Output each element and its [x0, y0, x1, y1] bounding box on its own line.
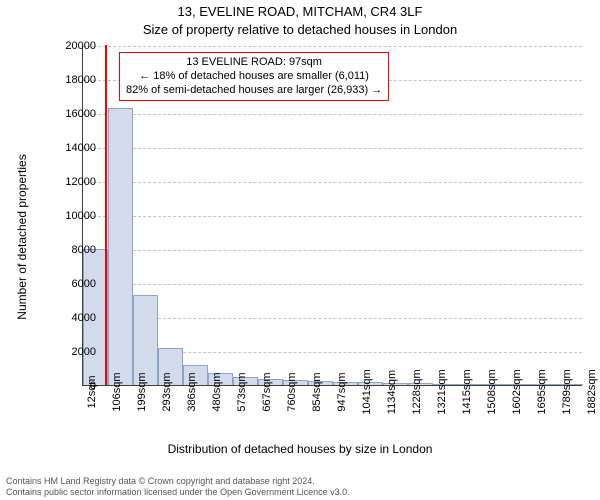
gridline	[83, 182, 582, 183]
gridline	[83, 284, 582, 285]
property-marker-line	[105, 45, 107, 385]
annotation-line2: ← 18% of detached houses are smaller (6,…	[126, 70, 382, 84]
x-axis-label: Distribution of detached houses by size …	[0, 442, 600, 456]
x-tick-label: 1321sqm	[436, 369, 448, 414]
gridline	[83, 148, 582, 149]
plot-area: 13 EVELINE ROAD: 97sqm ← 18% of detached…	[82, 46, 582, 386]
x-tick-label: 1228sqm	[411, 369, 423, 414]
x-tick-label: 1789sqm	[561, 369, 573, 414]
annotation-line1: 13 EVELINE ROAD: 97sqm	[126, 56, 382, 70]
x-tick-label: 12sqm	[86, 375, 98, 408]
gridline	[83, 114, 582, 115]
x-tick-label: 1134sqm	[386, 370, 398, 414]
gridline	[83, 46, 582, 47]
annotation-line3: 82% of semi-detached houses are larger (…	[126, 84, 382, 98]
x-tick-label: 947sqm	[336, 372, 348, 411]
y-tick-label: 20000	[36, 40, 96, 52]
y-tick-label: 14000	[36, 142, 96, 154]
x-tick-label: 1415sqm	[461, 369, 473, 414]
y-tick-label: 4000	[36, 312, 96, 324]
x-tick-label: 199sqm	[136, 372, 148, 411]
gridline	[83, 250, 582, 251]
y-tick-label: 16000	[36, 108, 96, 120]
gridline	[83, 216, 582, 217]
y-tick-label: 12000	[36, 176, 96, 188]
y-tick-label: 6000	[36, 278, 96, 290]
chart-container: 13, EVELINE ROAD, MITCHAM, CR4 3LF Size …	[0, 0, 600, 500]
x-tick-label: 1882sqm	[586, 369, 598, 414]
x-tick-label: 386sqm	[186, 372, 198, 411]
x-tick-label: 293sqm	[161, 372, 173, 411]
x-tick-label: 480sqm	[211, 372, 223, 411]
footer-line1: Contains HM Land Registry data © Crown c…	[6, 476, 350, 487]
footer-attribution: Contains HM Land Registry data © Crown c…	[6, 476, 350, 498]
chart-subtitle: Size of property relative to detached ho…	[0, 22, 600, 37]
x-tick-label: 1041sqm	[361, 369, 373, 414]
x-tick-label: 1602sqm	[511, 369, 523, 414]
x-tick-label: 667sqm	[261, 372, 273, 411]
annotation-box: 13 EVELINE ROAD: 97sqm ← 18% of detached…	[119, 52, 389, 101]
y-tick-label: 18000	[36, 74, 96, 86]
chart-title: 13, EVELINE ROAD, MITCHAM, CR4 3LF	[0, 4, 600, 19]
y-tick-label: 2000	[36, 346, 96, 358]
y-tick-label: 10000	[36, 210, 96, 222]
x-tick-label: 854sqm	[311, 372, 323, 411]
histogram-bar	[108, 108, 133, 385]
x-tick-label: 760sqm	[286, 372, 298, 411]
y-axis-label: Number of detached properties	[15, 127, 29, 347]
x-tick-label: 1695sqm	[536, 369, 548, 414]
x-tick-label: 1508sqm	[486, 369, 498, 414]
footer-line2: Contains public sector information licen…	[6, 487, 350, 498]
x-tick-label: 106sqm	[111, 372, 123, 411]
x-tick-label: 573sqm	[236, 372, 248, 411]
y-tick-label: 8000	[36, 244, 96, 256]
